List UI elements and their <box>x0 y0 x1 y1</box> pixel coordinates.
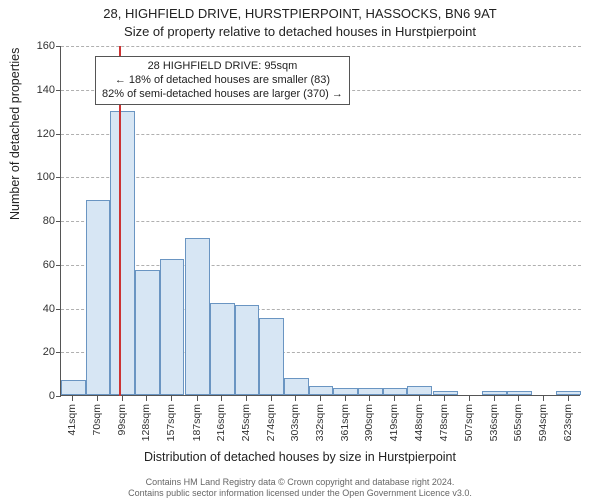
xtick-mark <box>469 396 470 401</box>
xtick-mark <box>295 396 296 401</box>
xtick-mark <box>419 396 420 401</box>
ytick-label: 120 <box>5 128 55 140</box>
ytick-mark <box>56 309 61 310</box>
histogram-bar <box>309 386 334 395</box>
ytick-mark <box>56 396 61 397</box>
chart-title-line1: 28, HIGHFIELD DRIVE, HURSTPIERPOINT, HAS… <box>0 6 600 21</box>
footer-line1: Contains HM Land Registry data © Crown c… <box>146 477 455 487</box>
histogram-bar <box>507 391 532 395</box>
ytick-mark <box>56 90 61 91</box>
ytick-label: 80 <box>5 215 55 227</box>
xtick-label: 303sqm <box>289 404 301 441</box>
ytick-mark <box>56 46 61 47</box>
ytick-mark <box>56 177 61 178</box>
histogram-bar <box>160 259 185 395</box>
xtick-label: 274sqm <box>265 404 277 441</box>
xtick-mark <box>221 396 222 401</box>
xtick-label: 157sqm <box>165 404 177 441</box>
ytick-label: 140 <box>5 84 55 96</box>
footer-attribution: Contains HM Land Registry data © Crown c… <box>0 477 600 498</box>
xtick-mark <box>72 396 73 401</box>
xtick-mark <box>494 396 495 401</box>
histogram-bar <box>210 303 235 395</box>
xtick-mark <box>543 396 544 401</box>
histogram-bar <box>284 378 309 396</box>
histogram-chart: 28, HIGHFIELD DRIVE, HURSTPIERPOINT, HAS… <box>0 0 600 500</box>
xtick-label: 332sqm <box>314 404 326 441</box>
ytick-label: 20 <box>5 346 55 358</box>
xtick-mark <box>518 396 519 401</box>
xtick-label: 361sqm <box>339 404 351 441</box>
xtick-label: 390sqm <box>363 404 375 441</box>
histogram-bar <box>556 391 581 395</box>
xtick-label: 99sqm <box>116 404 128 436</box>
xtick-mark <box>444 396 445 401</box>
gridline <box>61 134 581 135</box>
gridline <box>61 265 581 266</box>
ytick-label: 0 <box>5 390 55 402</box>
xtick-label: 594sqm <box>537 404 549 441</box>
histogram-bar <box>86 200 111 395</box>
histogram-bar <box>61 380 86 395</box>
xtick-mark <box>171 396 172 401</box>
xtick-mark <box>146 396 147 401</box>
xtick-label: 478sqm <box>438 404 450 441</box>
histogram-bar <box>407 386 432 395</box>
x-axis-label: Distribution of detached houses by size … <box>0 450 600 464</box>
xtick-label: 41sqm <box>66 404 78 436</box>
histogram-bar <box>185 238 210 396</box>
histogram-bar <box>482 391 507 395</box>
histogram-bar <box>383 388 408 395</box>
xtick-label: 507sqm <box>463 404 475 441</box>
xtick-label: 245sqm <box>240 404 252 441</box>
xtick-label: 419sqm <box>388 404 400 441</box>
xtick-label: 448sqm <box>413 404 425 441</box>
annotation-box: 28 HIGHFIELD DRIVE: 95sqm← 18% of detach… <box>95 56 350 105</box>
histogram-bar <box>135 270 160 395</box>
footer-line2: Contains public sector information licen… <box>128 488 472 498</box>
gridline <box>61 177 581 178</box>
xtick-label: 216sqm <box>215 404 227 441</box>
xtick-mark <box>246 396 247 401</box>
xtick-mark <box>568 396 569 401</box>
histogram-bar <box>433 391 458 395</box>
histogram-bar <box>333 388 358 395</box>
xtick-label: 70sqm <box>91 404 103 436</box>
histogram-bar <box>110 111 135 395</box>
xtick-label: 565sqm <box>512 404 524 441</box>
chart-title-line2: Size of property relative to detached ho… <box>0 24 600 39</box>
xtick-mark <box>97 396 98 401</box>
xtick-mark <box>122 396 123 401</box>
ytick-mark <box>56 221 61 222</box>
xtick-mark <box>197 396 198 401</box>
ytick-mark <box>56 352 61 353</box>
gridline <box>61 46 581 47</box>
xtick-mark <box>394 396 395 401</box>
ytick-label: 160 <box>5 40 55 52</box>
ytick-mark <box>56 134 61 135</box>
histogram-bar <box>358 388 383 395</box>
xtick-label: 128sqm <box>140 404 152 441</box>
xtick-label: 187sqm <box>191 404 203 441</box>
ytick-label: 60 <box>5 259 55 271</box>
xtick-label: 536sqm <box>488 404 500 441</box>
histogram-bar <box>235 305 260 395</box>
ytick-label: 100 <box>5 171 55 183</box>
ytick-mark <box>56 265 61 266</box>
gridline <box>61 221 581 222</box>
xtick-mark <box>345 396 346 401</box>
xtick-mark <box>271 396 272 401</box>
xtick-mark <box>369 396 370 401</box>
ytick-label: 40 <box>5 303 55 315</box>
xtick-mark <box>320 396 321 401</box>
histogram-bar <box>259 318 284 395</box>
xtick-label: 623sqm <box>562 404 574 441</box>
